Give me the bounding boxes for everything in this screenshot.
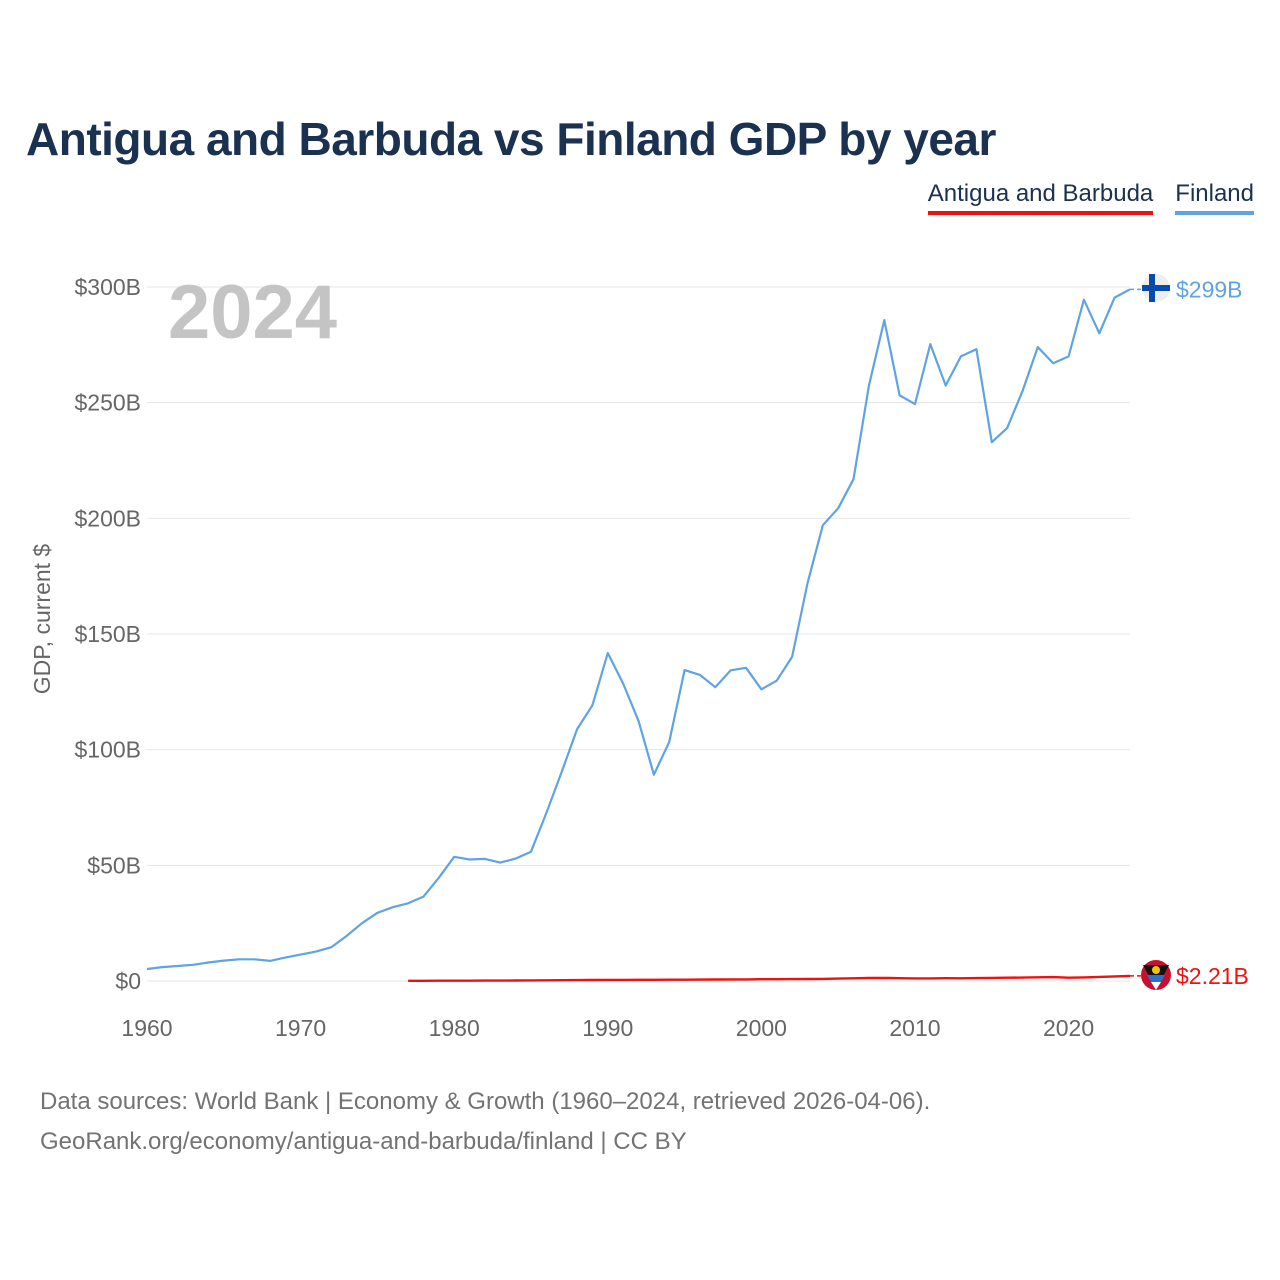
- antigua-and-barbuda-flag-icon: [1141, 960, 1171, 990]
- series-lines: [146, 288, 1142, 982]
- x-tick-label: 1970: [275, 1015, 326, 1041]
- x-axis-ticks: 1960 1970 1980 1990 2000 2010 2020: [121, 1015, 1094, 1041]
- grid-lines: [147, 286, 1130, 982]
- y-axis-ticks: $0 $50B $100B $150B $200B $250B $300B: [74, 274, 141, 994]
- y-tick-label: $300B: [74, 274, 141, 300]
- y-axis-label: GDP, current $: [29, 544, 55, 695]
- end-markers: [1141, 274, 1171, 990]
- legend: Antigua and Barbuda Finland: [927, 180, 1254, 215]
- finland-flag-icon: [1142, 274, 1170, 302]
- y-tick-label: $200B: [74, 505, 141, 531]
- year-watermark: 2024: [168, 270, 337, 355]
- x-tick-label: 1990: [582, 1015, 633, 1041]
- legend-item-antigua-and-barbuda[interactable]: Antigua and Barbuda: [927, 180, 1154, 215]
- y-tick-label: $0: [115, 968, 141, 994]
- x-tick-label: 1960: [121, 1015, 172, 1041]
- x-tick-label: 2020: [1043, 1015, 1094, 1041]
- y-tick-label: $250B: [74, 390, 141, 416]
- finland-series-line[interactable]: [146, 288, 1131, 971]
- end-value-labels: $299B $2.21B: [1176, 276, 1249, 989]
- chart-title: Antigua and Barbuda vs Finland GDP by ye…: [26, 113, 996, 165]
- antigua-and-barbuda-end-label: $2.21B: [1176, 963, 1249, 989]
- source-line-1: Data sources: World Bank | Economy & Gro…: [40, 1088, 931, 1115]
- data-source-note: Data sources: World Bank | Economy & Gro…: [40, 1082, 930, 1162]
- source-line-2[interactable]: GeoRank.org/economy/antigua-and-barbuda/…: [40, 1128, 687, 1155]
- x-tick-label: 2000: [736, 1015, 787, 1041]
- x-tick-label: 1980: [429, 1015, 480, 1041]
- antigua-and-barbuda-series-line[interactable]: [408, 974, 1131, 982]
- finland-end-label: $299B: [1176, 276, 1243, 302]
- y-tick-label: $100B: [74, 737, 141, 763]
- y-tick-label: $50B: [87, 852, 141, 878]
- legend-item-finland[interactable]: Finland: [1175, 180, 1254, 215]
- x-tick-label: 2010: [889, 1015, 940, 1041]
- y-tick-label: $150B: [74, 621, 141, 647]
